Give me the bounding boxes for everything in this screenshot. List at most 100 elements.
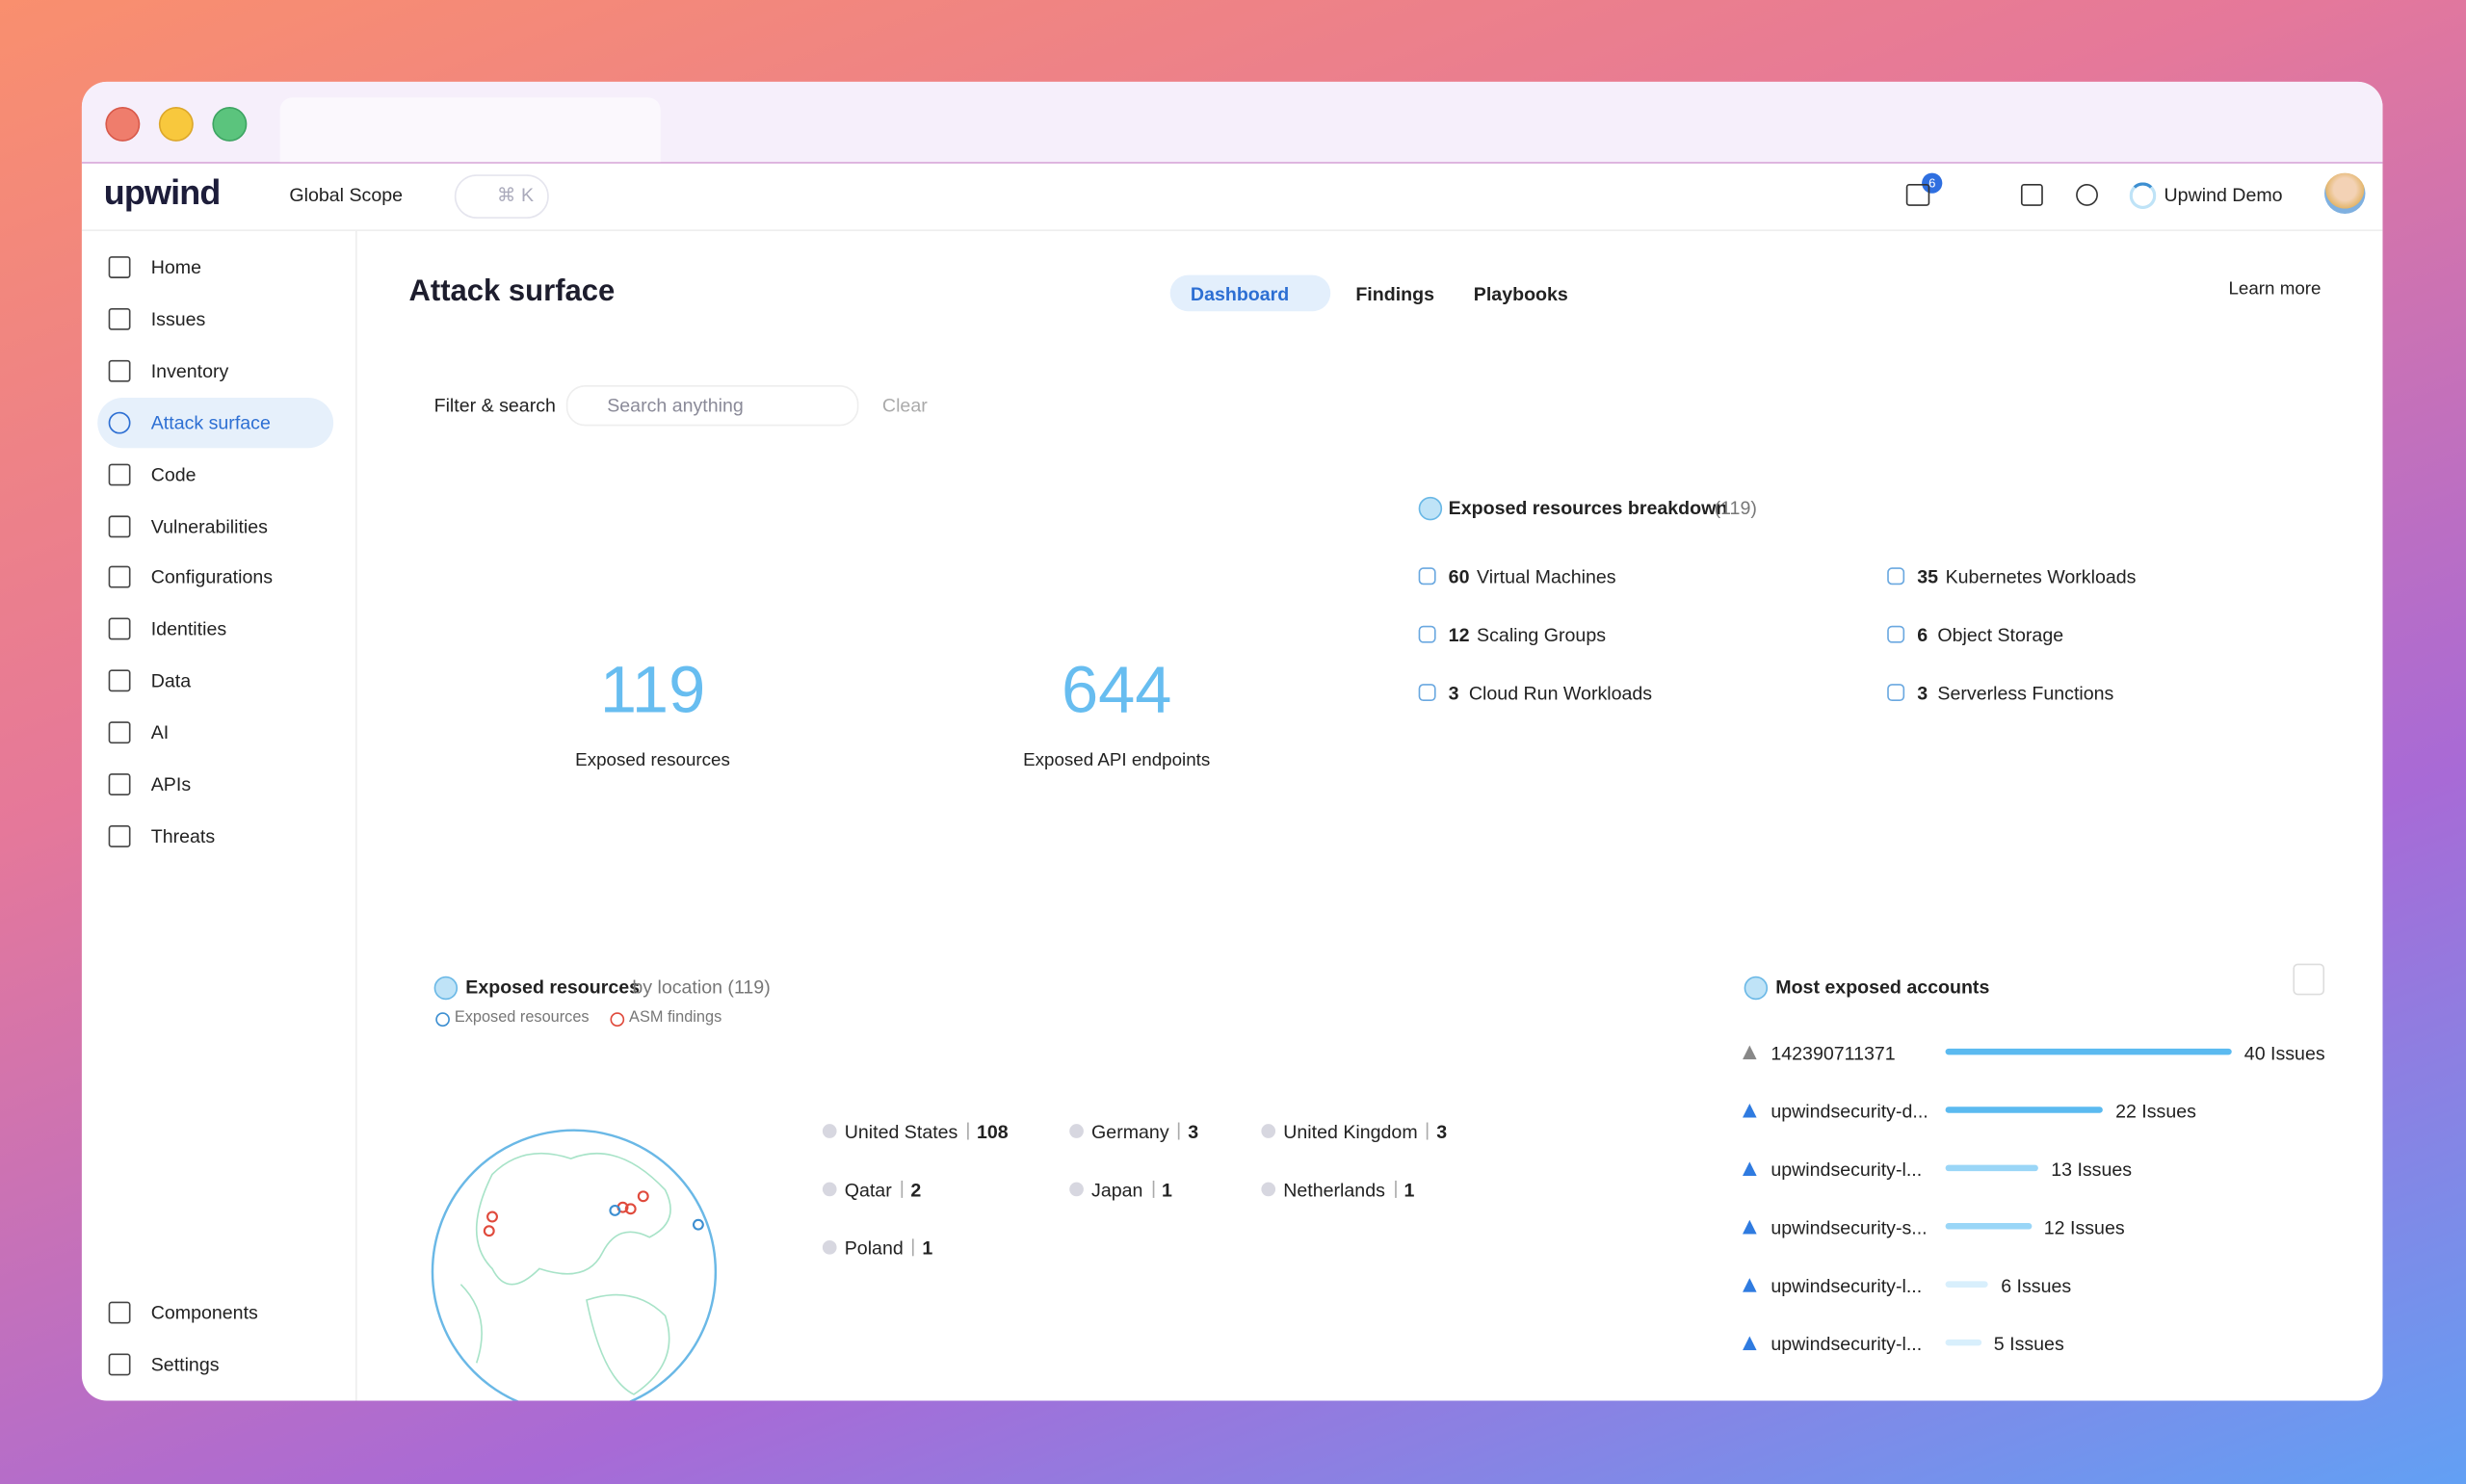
docs-icon[interactable] [2020,183,2043,206]
account-icon [1742,1219,1757,1235]
resource-count: 3 [1917,682,1928,705]
country-flag [822,1124,837,1138]
nav-icon [108,1301,131,1324]
nav-icon [108,256,131,278]
nav-item[interactable]: Home [150,256,202,278]
resource-label: Cloud Run Workloads [1468,682,1653,705]
account-name[interactable]: upwindsecurity-d... [1771,1100,1928,1123]
active-item-bg [97,397,334,448]
tab[interactable]: Playbooks [1473,282,1568,305]
issue-count: 5 Issues [1993,1333,2064,1356]
account-name[interactable]: 142390711371 [1771,1042,1896,1065]
expand-button[interactable] [2293,963,2325,996]
account-name[interactable]: upwindsecurity-l... [1771,1274,1923,1297]
country-name: Germany [1091,1120,1169,1143]
nav-item[interactable]: Components [150,1301,258,1324]
card-icon [1744,976,1769,1001]
nav-icon [108,514,131,537]
browser-tab[interactable] [279,97,661,163]
search-input[interactable] [565,384,859,427]
issue-count: 6 Issues [2001,1274,2072,1297]
avatar[interactable] [2324,172,2366,215]
resource-icon [1418,625,1436,643]
user-menu[interactable]: Upwind Demo [2164,183,2283,206]
country-flag [822,1182,837,1197]
issue-bar [1945,1339,1981,1346]
nav-icon [108,721,131,744]
country-name: United States [844,1120,958,1143]
resource-label: Scaling Groups [1477,624,1607,646]
clear-button[interactable]: Clear [881,394,928,417]
accounts-title: Most exposed accounts [1775,976,1990,999]
tab[interactable]: Dashboard [1190,282,1290,305]
nav-item[interactable]: Threats [150,824,216,847]
browser-window: upwind Global Scope ⌘ K 6 Upwind Demo Home Is… [81,81,2383,1401]
nav-item[interactable]: Attack surface [150,411,271,434]
nav-item[interactable]: Settings [150,1353,220,1376]
scope-selector[interactable]: Global Scope [289,183,404,206]
nav-item[interactable]: Identities [150,618,227,640]
search-shortcut: ⌘ K [496,183,535,206]
learn-more[interactable]: Learn more [2228,279,2322,299]
resource-icon [1418,567,1436,586]
nav-icon [108,411,131,434]
country-name: Japan [1091,1179,1143,1202]
gift-icon[interactable] [1905,183,1930,206]
minimize-button[interactable] [158,107,194,142]
nav-item[interactable]: APIs [150,773,192,796]
account-icon [1742,1103,1757,1118]
account-name[interactable]: upwindsecurity-l... [1771,1333,1923,1356]
country-count: 1 [1404,1179,1415,1202]
maximize-button[interactable] [212,107,248,142]
nav-item[interactable]: Inventory [150,359,229,382]
tab[interactable]: Findings [1355,282,1434,305]
nav-icon [108,669,131,692]
close-button[interactable] [105,107,141,142]
issue-bar [1945,1164,2039,1172]
separator [1178,1122,1181,1140]
nav-item[interactable]: AI [150,721,170,744]
legend-label: Exposed resources [454,1009,590,1027]
resource-icon [1887,567,1905,586]
issue-count: 22 Issues [2115,1100,2196,1123]
filter-toggle[interactable]: Filter & search [433,394,556,417]
nav-icon [108,566,131,589]
nav-item[interactable]: Data [150,669,192,692]
nav-item[interactable]: Code [150,462,197,485]
account-name[interactable]: upwindsecurity-l... [1771,1159,1923,1181]
country-name: Qatar [844,1179,892,1202]
nav-item[interactable]: Configurations [150,566,274,589]
active-tab-bg [1169,274,1331,312]
nav-icon [108,462,131,485]
country-flag [1069,1182,1084,1197]
resource-label: Serverless Functions [1937,682,2114,705]
country-flag [1069,1124,1084,1138]
globe [431,1129,718,1401]
logo: upwind [103,172,222,213]
resource-icon [1887,625,1905,643]
separator [1394,1180,1397,1198]
account-icon [1742,1161,1757,1177]
country-flag [822,1239,837,1255]
issue-bar [1945,1106,2104,1113]
resource-label: Object Storage [1937,624,2064,646]
breakdown-total: (119) [1714,496,1757,519]
country-count: 1 [1162,1179,1172,1202]
country-count: 3 [1436,1120,1448,1143]
country-count: 3 [1188,1120,1199,1143]
account-name[interactable]: upwindsecurity-s... [1771,1216,1928,1239]
card-icon [1418,496,1443,521]
resource-icon [1418,684,1436,702]
separator [1427,1122,1430,1140]
account-icon [1742,1336,1757,1351]
location-title: Exposed resources [465,976,641,999]
search-box[interactable] [454,174,549,219]
nav-item[interactable]: Vulnerabilities [150,514,268,537]
chat-icon[interactable] [2076,183,2098,206]
legend-label: ASM findings [629,1009,722,1027]
nav-item[interactable]: Issues [150,307,206,330]
issue-count: 40 Issues [2243,1042,2325,1065]
title-bar [81,81,2383,164]
stat-value: 119 [599,652,706,727]
